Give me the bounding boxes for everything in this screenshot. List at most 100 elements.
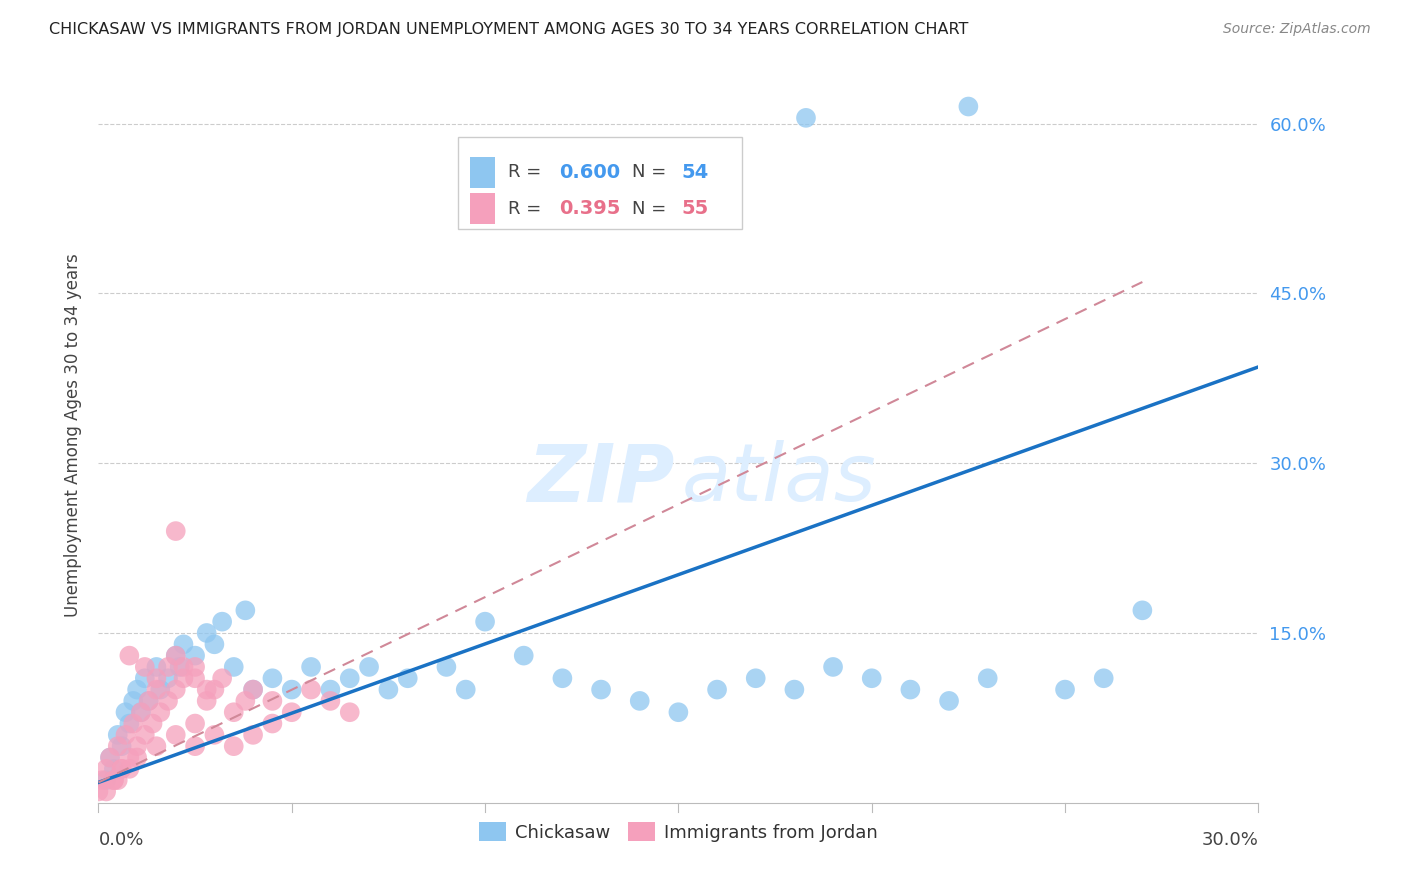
Point (242, 728, 264, 742)
Point (957, 99, 980, 113)
Text: 54: 54 (682, 162, 709, 182)
Point (184, 739, 207, 754)
Point (114, 705, 136, 719)
Point (359, 660, 381, 674)
Point (114, 728, 136, 742)
Point (666, 705, 689, 719)
Legend: Chickasaw, Immigrants from Jordan: Chickasaw, Immigrants from Jordan (471, 815, 886, 849)
Point (938, 694, 960, 708)
Text: Source: ZipAtlas.com: Source: ZipAtlas.com (1223, 22, 1371, 37)
Point (860, 671, 883, 685)
Point (339, 705, 361, 719)
Point (118, 750, 141, 764)
Point (242, 682, 264, 697)
Point (195, 682, 218, 697)
Point (96, 762, 118, 776)
Point (235, 603, 257, 617)
Point (145, 671, 167, 685)
Point (281, 682, 304, 697)
Point (145, 682, 167, 697)
Point (165, 648, 187, 663)
Point (222, 739, 245, 754)
Point (103, 762, 125, 776)
Point (1092, 671, 1115, 685)
Point (98, 750, 121, 764)
Point (184, 716, 207, 731)
Point (821, 660, 844, 674)
Point (262, 671, 284, 685)
Point (195, 694, 218, 708)
Point (138, 694, 160, 708)
Text: 0.0%: 0.0% (98, 831, 143, 849)
Y-axis label: Unemployment Among Ages 30 to 34 years: Unemployment Among Ages 30 to 34 years (63, 253, 82, 616)
Point (122, 716, 145, 731)
Point (145, 660, 167, 674)
Point (96, 773, 118, 788)
Point (513, 648, 536, 663)
Point (138, 694, 160, 708)
Point (454, 682, 477, 697)
Text: N =: N = (633, 163, 672, 181)
Point (107, 773, 129, 788)
Point (1054, 682, 1077, 697)
Point (319, 682, 342, 697)
Point (745, 671, 768, 685)
Point (165, 682, 187, 697)
Point (319, 694, 342, 708)
Point (204, 728, 226, 742)
Point (172, 671, 194, 685)
Point (436, 660, 458, 674)
Point (1132, 603, 1154, 617)
Point (111, 762, 132, 776)
Text: atlas: atlas (682, 440, 876, 518)
Point (157, 694, 180, 708)
Point (706, 682, 728, 697)
Text: CHICKASAW VS IMMIGRANTS FROM JORDAN UNEMPLOYMENT AMONG AGES 30 TO 34 YEARS CORRE: CHICKASAW VS IMMIGRANTS FROM JORDAN UNEM… (49, 22, 969, 37)
Point (172, 637, 194, 651)
Point (242, 682, 264, 697)
Point (235, 694, 257, 708)
Point (118, 762, 141, 776)
Point (977, 671, 1000, 685)
Point (129, 705, 152, 719)
FancyBboxPatch shape (470, 194, 495, 225)
Text: R =: R = (508, 200, 547, 218)
Point (169, 660, 191, 674)
Point (103, 773, 125, 788)
Point (195, 626, 218, 640)
Point (127, 682, 149, 697)
Point (87, 784, 110, 798)
Point (96, 784, 118, 798)
Point (184, 648, 207, 663)
Point (551, 671, 574, 685)
Point (111, 739, 132, 754)
Point (172, 660, 194, 674)
Point (107, 728, 129, 742)
Point (794, 111, 817, 125)
Point (339, 671, 361, 685)
Text: 0.395: 0.395 (560, 200, 620, 219)
Point (157, 671, 180, 685)
Point (103, 773, 125, 788)
Point (111, 762, 132, 776)
Point (129, 705, 152, 719)
Point (204, 637, 226, 651)
Point (377, 682, 399, 697)
Text: 0.600: 0.600 (560, 162, 620, 182)
Text: R =: R = (508, 163, 547, 181)
Point (211, 615, 233, 629)
Point (149, 682, 172, 697)
Point (149, 705, 172, 719)
Point (396, 671, 419, 685)
Point (127, 739, 149, 754)
Point (900, 682, 922, 697)
Point (628, 694, 651, 708)
Point (134, 728, 156, 742)
Point (222, 705, 245, 719)
Point (474, 615, 496, 629)
Point (783, 682, 806, 697)
Point (184, 660, 207, 674)
Point (299, 660, 322, 674)
Point (134, 671, 156, 685)
Point (122, 694, 145, 708)
